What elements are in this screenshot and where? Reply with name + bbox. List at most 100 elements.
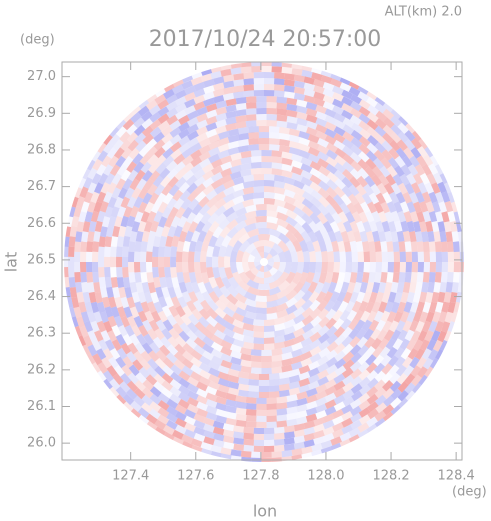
radar-cell	[173, 436, 184, 445]
radar-cell	[69, 287, 78, 298]
radar-cell	[155, 162, 167, 175]
radar-cell	[286, 109, 298, 118]
radar-cell	[253, 433, 264, 440]
radar-cell	[107, 315, 117, 328]
radar-cell	[285, 230, 297, 243]
radar-cell	[196, 126, 208, 136]
radar-cell	[293, 179, 305, 190]
radar-cell	[220, 339, 233, 350]
radar-cell	[317, 308, 330, 320]
radar-cell	[81, 231, 89, 243]
radar-cell	[358, 136, 371, 148]
radar-cell	[175, 89, 187, 100]
radar-cell	[313, 91, 325, 101]
radar-cell	[353, 230, 362, 243]
radar-cell	[111, 339, 122, 351]
radar-cell	[308, 140, 320, 150]
radar-cell	[203, 91, 215, 101]
radar-cell	[178, 230, 188, 243]
radar-cell	[210, 178, 223, 190]
radar-cell	[435, 349, 444, 360]
radar-cell	[110, 256, 117, 268]
radar-cell	[264, 433, 275, 440]
radar-cell	[256, 119, 267, 127]
radar-cell	[358, 376, 371, 388]
radar-cell	[157, 106, 170, 117]
radar-cell	[264, 186, 275, 193]
radar-cell	[276, 414, 288, 422]
radar-cell	[103, 348, 114, 360]
radar-cell	[349, 176, 361, 188]
radar-cell	[250, 361, 262, 368]
radar-cell	[213, 82, 225, 91]
radar-cell	[181, 221, 192, 233]
radar-cell	[177, 215, 188, 228]
radar-cell	[373, 354, 385, 367]
radar-cell	[228, 276, 240, 290]
radar-cell	[271, 360, 283, 368]
radar-field	[64, 61, 464, 463]
radar-cell	[180, 314, 192, 326]
radar-cell	[243, 78, 254, 86]
radar-cell	[417, 262, 425, 273]
radar-cell	[375, 192, 386, 205]
radar-cell	[225, 110, 237, 119]
radar-cell	[406, 201, 416, 213]
radar-cell	[162, 357, 175, 369]
radar-cell	[364, 345, 376, 358]
radar-cell	[187, 390, 199, 401]
radar-cell	[119, 131, 131, 143]
radar-cell	[332, 98, 344, 109]
radar-cell	[269, 379, 280, 386]
radar-cell	[428, 348, 439, 361]
radar-cell	[349, 220, 359, 233]
radar-cell	[291, 361, 303, 371]
radar-cell	[159, 167, 171, 180]
radar-cell	[187, 130, 199, 141]
radar-cell	[363, 328, 374, 341]
radar-cell	[291, 64, 303, 70]
radar-cell	[94, 291, 103, 304]
radar-cell	[266, 204, 278, 212]
radar-cell	[379, 165, 391, 178]
radar-cell	[220, 68, 232, 77]
radar-cell	[326, 142, 338, 153]
radar-cell	[455, 291, 462, 303]
radar-cell	[196, 381, 208, 392]
radar-cell	[181, 155, 194, 166]
radar-cell	[292, 239, 303, 252]
radar-cell	[90, 210, 100, 223]
radar-cell	[134, 272, 142, 283]
radar-cell	[434, 191, 445, 204]
radar-cell	[188, 291, 199, 303]
radar-cell	[178, 281, 188, 294]
radar-cell	[217, 371, 230, 381]
radar-cell	[283, 437, 295, 445]
radar-cell	[227, 374, 240, 384]
radar-cell	[144, 220, 153, 233]
radar-cell	[279, 139, 291, 147]
radar-cell	[194, 262, 201, 273]
radar-cell	[358, 106, 371, 117]
radar-cell	[232, 240, 243, 253]
radar-cell	[186, 330, 198, 342]
radar-cell	[360, 310, 371, 323]
radar-cell	[71, 316, 79, 328]
radar-cell	[404, 382, 416, 394]
radar-cell	[227, 147, 240, 156]
radar-cell	[126, 131, 139, 144]
y-tick-label: 26.9	[27, 106, 56, 121]
radar-cell	[350, 405, 362, 417]
radar-cell	[146, 94, 158, 104]
radar-cell	[155, 88, 166, 98]
radar-cell	[415, 231, 423, 243]
radar-cell	[364, 301, 375, 314]
radar-cell	[126, 380, 139, 393]
radar-cell	[301, 69, 313, 78]
radar-cell	[305, 413, 318, 423]
radar-cell	[176, 271, 185, 284]
radar-cell	[155, 349, 167, 362]
radar-cell	[245, 409, 257, 416]
radar-cell	[276, 96, 288, 104]
radar-cell	[413, 339, 424, 351]
